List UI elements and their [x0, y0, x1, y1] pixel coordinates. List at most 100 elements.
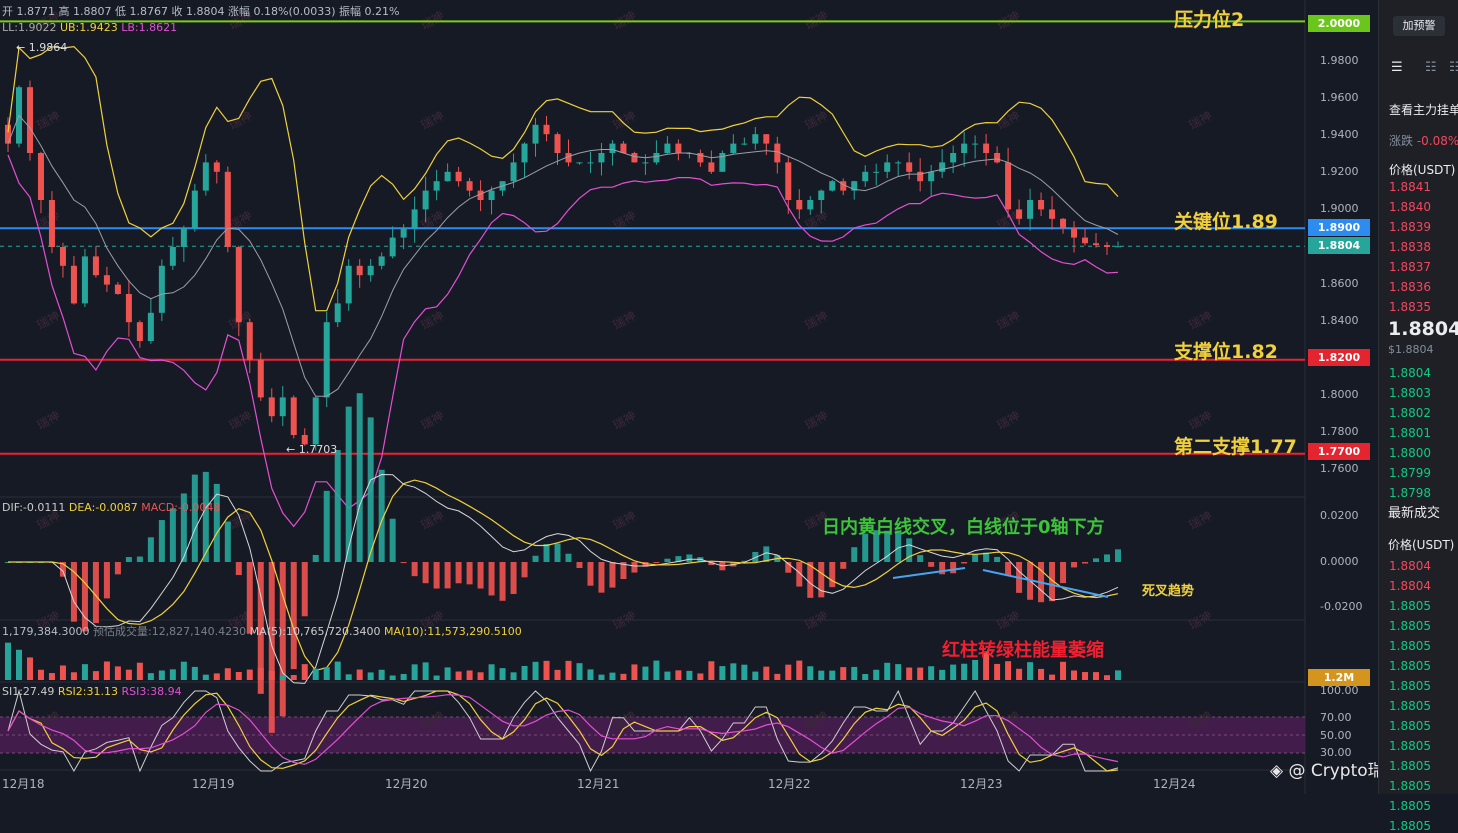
rsi-header: SI1:27.49 RSI2:31.13 RSI3:38.94	[2, 685, 182, 698]
volume-bar	[521, 665, 528, 680]
volume-bar	[59, 665, 66, 680]
macd-histogram-bar	[1005, 562, 1012, 576]
price-tick: 1.8400	[1320, 314, 1359, 327]
volume-bar	[983, 651, 990, 680]
orderbook-row[interactable]: 1.8804	[1389, 579, 1431, 593]
volume-bar	[532, 661, 539, 680]
orderbook-row[interactable]: 1.8805	[1389, 759, 1431, 773]
orderbook-row[interactable]: 1.8840	[1389, 200, 1431, 214]
orderbook-row[interactable]: 1.8805	[1389, 659, 1431, 673]
candle-body	[851, 181, 858, 191]
macd-histogram-bar	[389, 518, 396, 562]
macd-histogram-bar	[202, 471, 209, 562]
orderbook-row[interactable]: 1.8839	[1389, 220, 1431, 234]
kline-chart[interactable]: 瑞神瑞神瑞神瑞神瑞神瑞神瑞神瑞神瑞神瑞神瑞神瑞神瑞神瑞神瑞神瑞神瑞神瑞神瑞神瑞神…	[0, 0, 1372, 794]
volume-bar	[587, 669, 594, 680]
macd-histogram-bar	[554, 543, 561, 562]
volume-bar	[114, 666, 121, 680]
macd-histogram-bar	[521, 562, 528, 578]
orderbook-row[interactable]: 1.8805	[1389, 599, 1431, 613]
candle-body	[521, 143, 528, 163]
orderbook-row[interactable]: 1.8837	[1389, 260, 1431, 274]
orderbook-row[interactable]: 1.8804	[1389, 366, 1431, 380]
macd-histogram-bar	[81, 562, 88, 632]
orderbook-row[interactable]: 1.8801	[1389, 426, 1431, 440]
orderbook-row[interactable]: 1.8805	[1389, 819, 1431, 833]
macd-histogram-bar	[466, 562, 473, 585]
macd-histogram-bar	[829, 562, 836, 588]
macd-histogram-bar	[994, 556, 1001, 562]
orderbook-row[interactable]: 1.8805	[1389, 699, 1431, 713]
support-label: 支撑位1.82	[1174, 341, 1278, 363]
volume-bar	[147, 673, 154, 680]
candle-body	[477, 190, 484, 200]
view-orders-link[interactable]: 查看主力挂单	[1389, 103, 1458, 117]
volume-bar	[1038, 668, 1045, 680]
candle-body	[1060, 218, 1067, 229]
orderbook-view-icon[interactable]: ☰	[1391, 60, 1403, 75]
orderbook-row[interactable]: 1.8799	[1389, 466, 1431, 480]
orderbook-row[interactable]: 1.8805	[1389, 639, 1431, 653]
volume-bar	[774, 673, 781, 680]
volume-bar	[466, 670, 473, 680]
orderbook-row[interactable]: 1.8803	[1389, 386, 1431, 400]
macd-histogram-bar	[631, 562, 638, 573]
volume-bar	[994, 663, 1001, 680]
volume-bar	[840, 667, 847, 680]
orderbook-row[interactable]: 1.8798	[1389, 486, 1431, 500]
macd-histogram-bar	[158, 520, 165, 562]
asks-view-icon[interactable]: ☷	[1449, 60, 1458, 75]
candle-body	[1049, 209, 1056, 219]
macd-histogram-bar	[422, 562, 429, 584]
orderbook-row[interactable]: 1.8836	[1389, 280, 1431, 294]
macd-histogram-bar	[59, 562, 66, 577]
candle-body	[983, 143, 990, 153]
macd-histogram-bar	[851, 547, 858, 562]
macd-histogram-bar	[334, 450, 341, 562]
volume-bar	[950, 664, 957, 680]
price-tick: 1.8600	[1320, 277, 1359, 290]
rsi3-line	[7, 694, 1119, 765]
trades-price-header: 价格(USDT)	[1388, 538, 1455, 552]
orderbook-row[interactable]: 1.8835	[1389, 300, 1431, 314]
volume-bar	[884, 662, 891, 680]
volume-bar	[565, 660, 572, 680]
macd-histogram-bar	[1104, 554, 1111, 562]
volume-bar	[1049, 674, 1056, 680]
macd-histogram-bar	[741, 560, 748, 562]
orderbook-row[interactable]: 1.8805	[1389, 799, 1431, 813]
volume-bar	[917, 667, 924, 680]
orderbook-row[interactable]: 1.8805	[1389, 779, 1431, 793]
macd-histogram-bar	[488, 562, 495, 596]
orderbook-row[interactable]: 1.8802	[1389, 406, 1431, 420]
right-panel: 加预警 ☰ ☷ ☷ 查看主力挂单 涨跌 -0.08% 价格(USDT)	[1378, 0, 1458, 794]
orderbook-row[interactable]: 1.8805	[1389, 679, 1431, 693]
orderbook-row[interactable]: 1.8838	[1389, 240, 1431, 254]
candle-body	[532, 124, 539, 144]
orderbook-row[interactable]: 1.8800	[1389, 446, 1431, 460]
macd-histogram-bar	[455, 562, 462, 584]
volume-bar	[576, 663, 583, 680]
volume-bar	[290, 675, 297, 680]
candle-body	[48, 200, 55, 247]
badge-support2: 1.7700	[1308, 443, 1370, 460]
candle-body	[114, 284, 121, 294]
macd-histogram-bar	[752, 551, 759, 562]
bids-view-icon[interactable]: ☷	[1425, 60, 1437, 75]
volume-bar	[763, 666, 770, 680]
add-alert-button[interactable]: 加预警	[1393, 16, 1445, 36]
orderbook-row[interactable]: 1.8805	[1389, 619, 1431, 633]
orderbook-row[interactable]: 1.8804	[1389, 559, 1431, 573]
macd-histogram-bar	[323, 490, 330, 562]
macd-histogram-bar	[301, 562, 308, 617]
candle-body	[455, 171, 462, 182]
orderbook-row[interactable]: 1.8805	[1389, 739, 1431, 753]
volume-bar	[1082, 672, 1089, 680]
volume-bar	[356, 669, 363, 680]
macd-histogram-bar	[917, 555, 924, 562]
volume-bar	[862, 674, 869, 680]
orderbook-row[interactable]: 1.8841	[1389, 180, 1431, 194]
price-tick: 1.7600	[1320, 462, 1359, 475]
candle-body	[928, 171, 935, 182]
orderbook-row[interactable]: 1.8805	[1389, 719, 1431, 733]
